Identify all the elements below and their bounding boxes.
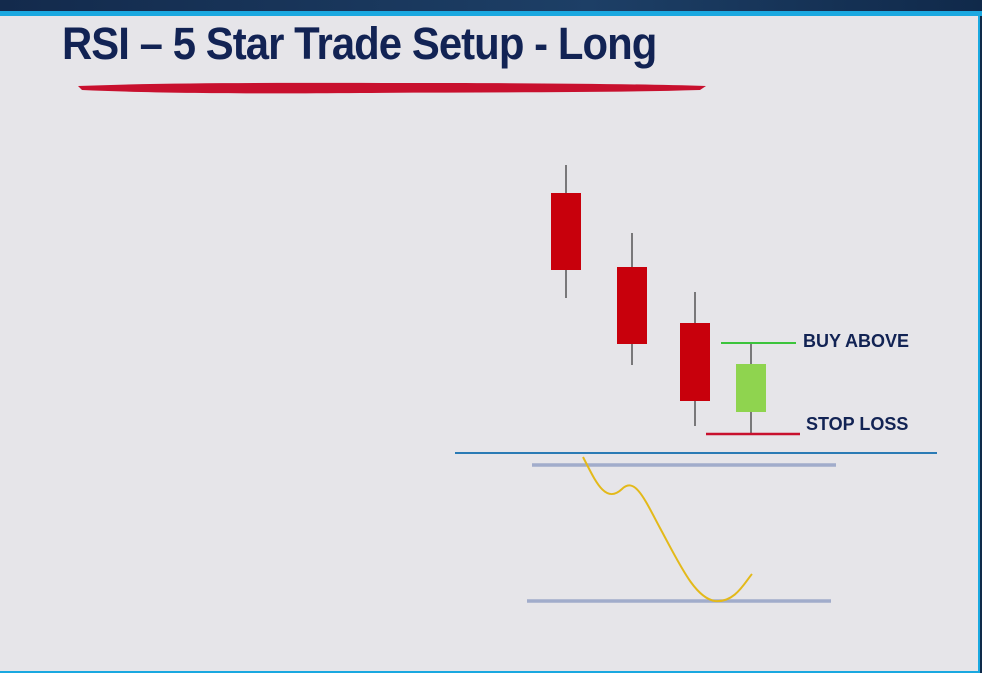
slide-panel <box>0 16 980 673</box>
bullish-candle <box>736 343 766 434</box>
top-banner-accent-line <box>0 11 982 16</box>
bearish-candle-2 <box>617 233 647 365</box>
stop-loss-label: STOP LOSS <box>806 414 908 434</box>
bearish-candle-3 <box>680 292 710 426</box>
bearish-candle-1 <box>551 165 581 298</box>
buy-above-label: BUY ABOVE <box>803 331 909 351</box>
title-brush-underline <box>78 82 706 94</box>
slide-title: RSI – 5 Star Trade Setup - Long <box>62 18 657 69</box>
rsi-curve <box>582 456 753 603</box>
